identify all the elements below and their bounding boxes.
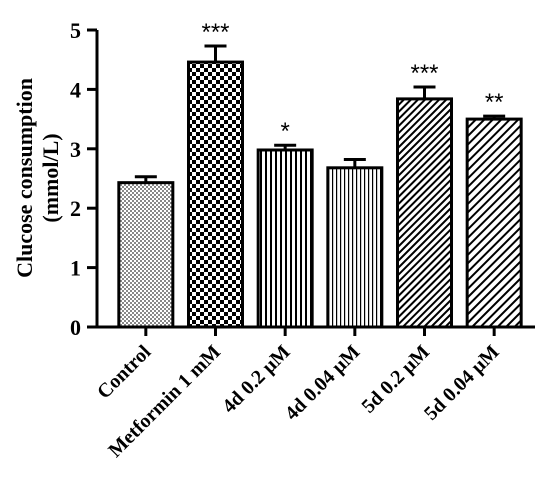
y-tick-label: 5 [70, 18, 81, 43]
y-axis: 0 1 2 3 4 5 [70, 18, 99, 340]
bar [117, 181, 175, 329]
y-tick-label: 0 [70, 315, 81, 340]
bar-group: ** [465, 89, 523, 329]
bar-group: *** [396, 60, 453, 329]
significance-label: *** [201, 19, 229, 46]
y-tick-label: 2 [70, 196, 81, 221]
bar [256, 148, 314, 329]
bars: ********* [117, 19, 523, 329]
x-tick-label: 4d 0.04 μM [281, 341, 365, 425]
y-tick-label: 4 [70, 77, 81, 102]
y-tick-label: 3 [70, 137, 81, 162]
significance-label: *** [410, 60, 438, 87]
y-tick-label: 1 [70, 256, 81, 281]
bar-group: *** [187, 19, 244, 329]
bar [396, 97, 453, 329]
y-axis-label-line1: Clucose consumption [12, 78, 37, 278]
significance-label: * [280, 118, 289, 145]
bar [326, 166, 384, 329]
y-axis-label: Clucose consumption (mmol/L) [12, 78, 63, 278]
bar-group [326, 157, 384, 329]
y-axis-label-line2: (mmol/L) [38, 133, 63, 222]
bar [465, 117, 523, 329]
x-tick-label: Control [93, 341, 156, 404]
bar-group [117, 175, 175, 329]
significance-label: ** [485, 89, 504, 116]
x-tick-label: 5d 0.04 μM [420, 341, 504, 425]
bar-group: * [256, 118, 314, 329]
bar [187, 60, 244, 329]
